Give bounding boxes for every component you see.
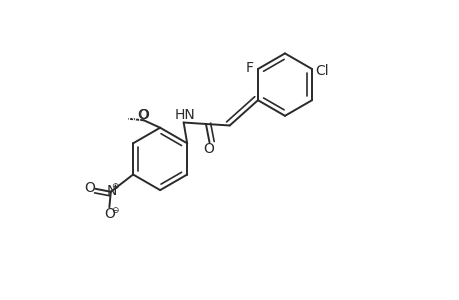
Text: HN: HN xyxy=(174,108,195,122)
Text: O: O xyxy=(104,207,115,221)
Text: N: N xyxy=(106,184,117,198)
Text: F: F xyxy=(246,61,253,75)
Text: ⊕: ⊕ xyxy=(111,182,118,191)
Text: methyl: methyl xyxy=(126,118,131,119)
Text: Cl: Cl xyxy=(315,64,329,78)
Text: O: O xyxy=(203,142,214,156)
Text: O: O xyxy=(137,108,148,122)
Text: O: O xyxy=(138,108,149,122)
Text: ⊖: ⊖ xyxy=(111,206,118,215)
Text: O: O xyxy=(84,181,95,195)
Text: methyl: methyl xyxy=(101,112,142,125)
